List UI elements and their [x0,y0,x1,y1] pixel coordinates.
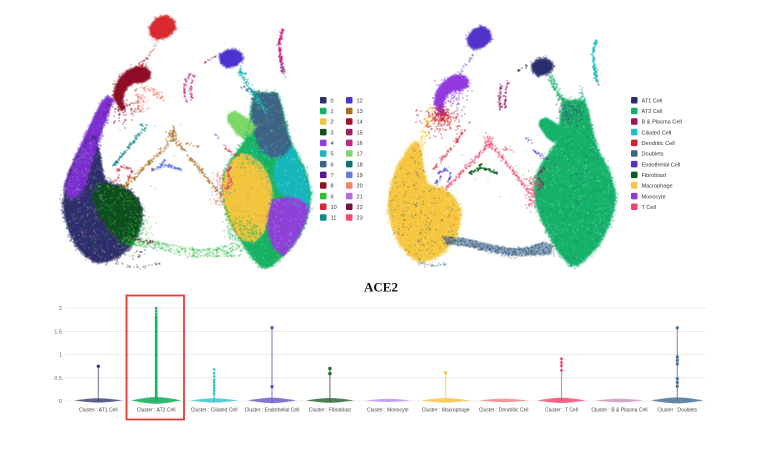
svg-text:6: 6 [331,162,334,168]
svg-text:14: 14 [357,120,363,126]
svg-text:20: 20 [357,184,363,190]
svg-text:4: 4 [331,141,334,147]
svg-text:0: 0 [59,399,62,405]
svg-text:7: 7 [331,173,334,179]
svg-text:3: 3 [331,130,334,136]
svg-text:Cluster : B & Plasma Cell: Cluster : B & Plasma Cell [591,408,647,414]
svg-text:Endothelial Cell: Endothelial Cell [642,162,681,168]
svg-text:12: 12 [357,98,363,104]
svg-text:Cluster : Monocyte: Cluster : Monocyte [367,408,409,414]
svg-text:0.5: 0.5 [54,376,62,382]
svg-text:13: 13 [357,109,363,115]
svg-text:Macrophage: Macrophage [642,184,673,190]
svg-text:5: 5 [331,152,334,158]
svg-text:22: 22 [357,205,363,211]
svg-text:Cluster : Dendritic Cell: Cluster : Dendritic Cell [479,408,529,414]
svg-text:19: 19 [357,173,363,179]
svg-text:B & Plasma Cell: B & Plasma Cell [642,120,682,126]
svg-text:16: 16 [357,141,363,147]
svg-text:0: 0 [331,98,334,104]
svg-text:Cluster : T Cell: Cluster : T Cell [545,408,578,414]
svg-text:AT2 Cell: AT2 Cell [642,109,663,115]
svg-text:Cluster : AT2 Cell: Cluster : AT2 Cell [137,408,176,414]
svg-text:8: 8 [331,184,334,190]
svg-text:21: 21 [357,194,363,200]
svg-text:1: 1 [331,109,334,115]
svg-text:Dendritic Cell: Dendritic Cell [642,141,675,147]
svg-text:Cluster : Fibroblast: Cluster : Fibroblast [309,408,352,414]
svg-text:AT1 Cell: AT1 Cell [642,98,663,104]
svg-text:Cluster : Ciliated Cell: Cluster : Ciliated Cell [191,408,238,414]
svg-text:11: 11 [331,216,337,222]
svg-text:T Cell: T Cell [642,205,657,211]
svg-text:Doublets: Doublets [642,152,664,158]
svg-text:1: 1 [59,353,62,359]
svg-text:2: 2 [59,306,62,312]
svg-text:ACE2: ACE2 [364,280,398,295]
svg-text:15: 15 [357,130,363,136]
svg-text:Cluster : Doublets: Cluster : Doublets [657,408,697,414]
svg-text:17: 17 [357,152,363,158]
svg-text:Fibroblast: Fibroblast [642,173,667,179]
svg-text:18: 18 [357,162,363,168]
svg-text:Monocyte: Monocyte [642,194,666,200]
svg-text:9: 9 [331,194,334,200]
svg-text:10: 10 [331,205,337,211]
svg-text:Cluster : Endothelial Cell: Cluster : Endothelial Cell [245,408,300,414]
svg-text:Cluster : AT1 Cell: Cluster : AT1 Cell [79,408,118,414]
svg-text:2: 2 [331,120,334,126]
svg-text:23: 23 [357,216,363,222]
svg-text:Cluster : Macrophage: Cluster : Macrophage [422,408,470,414]
svg-text:Ciliated Cell: Ciliated Cell [642,130,672,136]
svg-text:1.5: 1.5 [54,329,62,335]
